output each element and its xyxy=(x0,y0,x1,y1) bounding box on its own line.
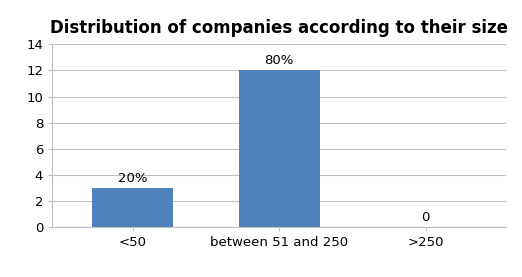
Text: 80%: 80% xyxy=(265,54,294,67)
Title: Distribution of companies according to their size: Distribution of companies according to t… xyxy=(50,19,508,37)
Text: 20%: 20% xyxy=(118,172,148,185)
Bar xyxy=(239,70,319,227)
Text: 0: 0 xyxy=(422,211,430,224)
Bar xyxy=(92,188,173,227)
